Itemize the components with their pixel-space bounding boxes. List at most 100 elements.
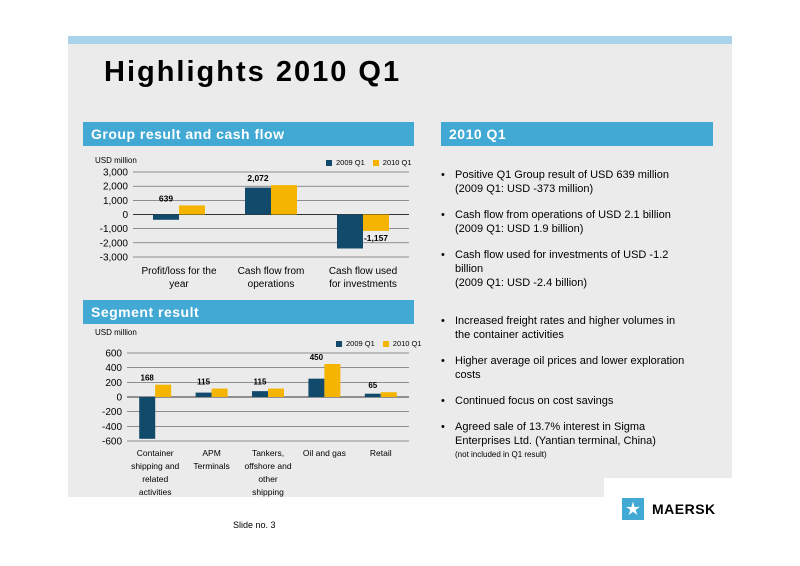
category-label: operations [248, 279, 295, 290]
category-label: Profit/loss for the [141, 266, 216, 277]
group-chart-legend: 2009 Q1 2010 Q1 [326, 158, 412, 167]
legend-swatch-2010 [382, 340, 389, 347]
bar-2010-q1 [324, 364, 341, 397]
section-header-q1: 2010 Q1 [441, 122, 713, 146]
bullet-line: Continued focus on cost savings [455, 395, 614, 407]
bullet-line: costs [455, 369, 481, 381]
bar-2009-q1 [308, 378, 325, 397]
bar-2009-q1 [153, 214, 179, 220]
legend-swatch-2010 [372, 159, 379, 166]
page-title: Highlights 2010 Q1 [104, 56, 402, 88]
bar-2010-q1 [380, 392, 397, 397]
category-label: Tankers, [252, 448, 284, 458]
bullet-line: Increased freight rates and higher volum… [455, 315, 676, 327]
category-label: year [169, 279, 189, 290]
category-label: related [142, 474, 168, 484]
y-tick-label: 200 [105, 378, 122, 389]
category-label: Cash flow from [238, 266, 305, 277]
y-tick-label: 2,000 [103, 182, 128, 193]
bullet-line: Enterprises Ltd. (Yantian terminal, Chin… [455, 435, 656, 447]
bullets-bottom: Increased freight rates and higher volum… [441, 314, 721, 474]
bullet-group-result: Positive Q1 Group result of USD 639 mill… [441, 168, 721, 196]
category-label: activities [139, 487, 172, 497]
bullet-line: (2009 Q1: USD -373 million) [455, 183, 594, 195]
maersk-logo: MAERSK [622, 498, 716, 520]
bullet-freight: Increased freight rates and higher volum… [441, 314, 721, 342]
legend-label-2010: 2010 Q1 [382, 158, 412, 167]
segment-chart-legend: 2009 Q1 2010 Q1 [336, 339, 422, 348]
section-header-group: Group result and cash flow [83, 122, 414, 146]
data-label: 65 [368, 381, 377, 390]
y-tick-label: -200 [102, 407, 122, 418]
bar-2010-q1 [179, 205, 205, 215]
logo-wordmark: MAERSK [652, 501, 716, 517]
bullet-line: Positive Q1 Group result of USD 639 mill… [455, 169, 669, 181]
bullet-sigma: Agreed sale of 13.7% interest in Sigma E… [441, 420, 721, 462]
bar-2009-q1 [364, 393, 381, 397]
category-label: Retail [370, 448, 392, 458]
y-tick-label: -400 [102, 422, 122, 433]
bullet-cash-ops: Cash flow from operations of USD 2.1 bil… [441, 208, 721, 236]
bar-2010-q1 [363, 214, 389, 231]
slide-number: Slide no. 3 [233, 520, 276, 530]
category-label: for investments [329, 279, 397, 290]
bullet-costs: Continued focus on cost savings [441, 394, 721, 408]
data-label: 115 [254, 378, 267, 387]
bullet-note: (not included in Q1 result) [455, 450, 547, 459]
section-header-segment: Segment result [83, 300, 414, 324]
bar-2009-q1 [195, 392, 212, 397]
data-label: 450 [310, 353, 324, 362]
category-label: Terminals [193, 461, 229, 471]
bar-2010-q1 [268, 388, 284, 397]
bullet-line: the container activities [455, 329, 564, 341]
data-label: 639 [159, 193, 173, 203]
bullet-line: Agreed sale of 13.7% interest in Sigma [455, 421, 646, 433]
legend-swatch-2009 [326, 159, 332, 166]
bar-2009-q1 [252, 391, 268, 397]
data-label: 115 [197, 378, 210, 387]
bullet-line: Higher average oil prices and lower expl… [455, 355, 685, 367]
category-label: offshore and [244, 461, 291, 471]
category-label: other [258, 474, 278, 484]
category-label: APM [202, 448, 220, 458]
bar-2009-q1 [245, 187, 271, 215]
bullet-oil: Higher average oil prices and lower expl… [441, 354, 721, 382]
bullet-line: (2009 Q1: USD -2.4 billion) [455, 277, 588, 289]
category-label: shipping [252, 487, 284, 497]
bar-2009-q1 [337, 214, 363, 249]
bullet-line: billion [455, 263, 484, 275]
category-label: Oil and gas [303, 448, 346, 458]
y-tick-label: 400 [105, 363, 122, 374]
data-label: 168 [141, 374, 155, 383]
y-tick-label: 3,000 [103, 168, 128, 179]
category-label: shipping and [131, 461, 179, 471]
bullet-line: Cash flow used for investments of USD -1… [455, 249, 669, 261]
segment-result-chart: 600 400 200 0 -200 -400 -600 168 Container shippi… [102, 349, 409, 497]
star-icon-glyph [625, 501, 641, 516]
star-icon [622, 498, 644, 520]
category-label: Cash flow used [329, 266, 397, 277]
top-accent-bar [68, 36, 732, 44]
group-result-chart: 3,000 2,000 1,000 0 -1,000 -2,000 -3,000 639 Pro… [100, 168, 409, 290]
bullet-line: (2009 Q1: USD 1.9 billion) [455, 223, 584, 235]
y-tick-label: 0 [122, 210, 128, 221]
bar-2010-q1 [155, 384, 172, 397]
y-tick-label: -600 [102, 437, 122, 448]
bar-2010-q1 [271, 185, 297, 215]
y-tick-label: -3,000 [100, 253, 129, 264]
data-label: -1,157 [364, 233, 388, 243]
data-label: 2,072 [247, 173, 269, 183]
y-tick-label: 600 [105, 349, 122, 360]
category-label: Container [137, 448, 174, 458]
y-tick-label: 0 [116, 393, 122, 404]
legend-label-2009: 2009 Q1 [346, 339, 375, 348]
segment-chart-unit: USD million [95, 328, 137, 337]
legend-label-2010: 2010 Q1 [392, 339, 422, 348]
bar-2009-q1 [139, 397, 156, 439]
legend-swatch-2009 [336, 340, 342, 347]
y-tick-label: -2,000 [100, 238, 129, 249]
bar-2010-q1 [211, 388, 228, 397]
y-tick-label: 1,000 [103, 196, 128, 207]
bullet-line: Cash flow from operations of USD 2.1 bil… [455, 209, 671, 221]
group-chart-unit: USD million [95, 156, 137, 165]
